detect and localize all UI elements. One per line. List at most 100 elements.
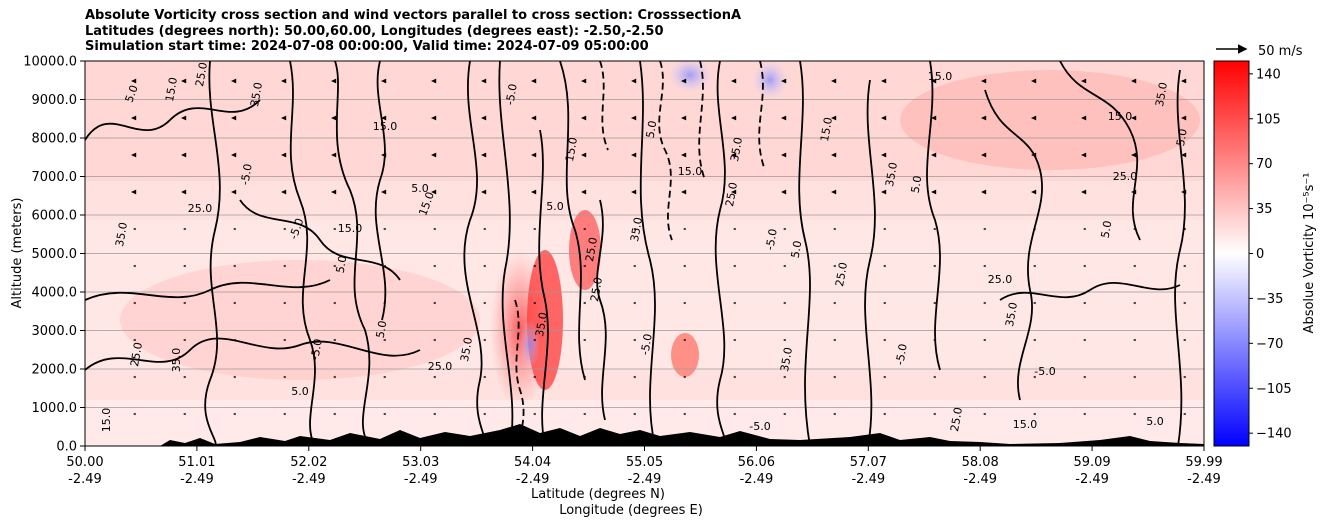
- contour-label: -5.0: [1173, 128, 1190, 151]
- wind-vector: [1083, 412, 1086, 416]
- wind-vector: [683, 412, 686, 416]
- colorbar-tick-label: 35: [1256, 202, 1273, 217]
- wind-vector: [933, 412, 936, 416]
- wind-vector: [833, 375, 836, 379]
- wind-vector: [133, 412, 136, 416]
- wind-vector: [383, 227, 386, 231]
- wind-vector: [381, 78, 387, 84]
- x-tick-label-lat: 57.07: [850, 455, 887, 470]
- quiver-key: 50 m/s: [1216, 44, 1303, 59]
- contour-label: 15.0: [928, 70, 953, 83]
- contour-lines: [85, 61, 1186, 446]
- x-tick-label-lat: 51.01: [178, 455, 215, 470]
- wind-vector: [183, 412, 186, 416]
- wind-vector: [383, 412, 386, 416]
- colorbar-tick-label: −105: [1256, 382, 1292, 397]
- wind-vector: [733, 227, 736, 231]
- wind-vector: [481, 189, 487, 195]
- wind-vector: [781, 78, 787, 84]
- wind-vector: [1131, 152, 1137, 158]
- x-tick-label-lat: 53.03: [402, 455, 439, 470]
- x-tick-label-lat: 59.09: [1073, 455, 1110, 470]
- wind-vector: [133, 301, 136, 305]
- colorbar-ticks: 140 105 70 35 0 −35 −70 −105 −140: [1249, 67, 1292, 442]
- x-tick-label-lon: -2.49: [516, 472, 550, 487]
- wind-vector: [533, 412, 536, 416]
- wind-vector: [1181, 189, 1187, 195]
- wind-vector: [1033, 264, 1036, 268]
- wind-vector: [431, 115, 437, 121]
- wind-vector: [683, 338, 686, 342]
- wind-vector: [431, 152, 437, 158]
- wind-vector: [883, 412, 886, 416]
- wind-vector: [483, 301, 486, 305]
- wind-vector: [981, 115, 987, 121]
- wind-vector: [333, 338, 336, 342]
- wind-vector: [733, 264, 736, 268]
- wind-vector: [483, 412, 486, 416]
- wind-vector: [231, 189, 237, 195]
- wind-vector: [833, 227, 836, 231]
- wind-vector: [733, 301, 736, 305]
- wind-vector: [383, 264, 386, 268]
- contour-label: 15.0: [818, 116, 835, 142]
- contour-label: 5.0: [374, 320, 390, 339]
- wind-vector: [383, 338, 386, 342]
- x-tick-label-lat: 55.05: [626, 455, 663, 470]
- wind-vector: [1133, 375, 1136, 379]
- wind-vector: [1133, 338, 1136, 342]
- wind-vector: [531, 78, 537, 84]
- wind-vector: [681, 115, 687, 121]
- contour-label: 35.0: [728, 136, 745, 162]
- wind-vector: [683, 301, 686, 305]
- contour-label: 15.0: [163, 76, 180, 102]
- contour-label: 15.0: [338, 222, 363, 235]
- wind-vector: [231, 78, 237, 84]
- terrain: [160, 424, 1204, 446]
- wind-vector: [381, 152, 387, 158]
- wind-vector: [1183, 412, 1186, 416]
- x-tick-label-lat: 50.00: [66, 455, 103, 470]
- contour-label: 5.0: [411, 182, 429, 195]
- wind-vector: [1083, 301, 1086, 305]
- wind-vector: [331, 78, 337, 84]
- x-tick-label-lat: 58.08: [962, 455, 999, 470]
- x-tick-label-lat: 56.06: [738, 455, 775, 470]
- wind-vector: [233, 412, 236, 416]
- wind-vector: [931, 115, 937, 121]
- wind-vector: [1133, 301, 1136, 305]
- title-line-1: Absolute Vorticity cross section and win…: [85, 8, 742, 23]
- wind-vector: [583, 338, 586, 342]
- y-tick-label: 1000.0: [32, 401, 78, 416]
- wind-vector: [533, 227, 536, 231]
- wind-vector: [333, 227, 336, 231]
- wind-vector: [331, 115, 337, 121]
- wind-vector: [583, 227, 586, 231]
- wind-vector: [883, 338, 886, 342]
- contour-label: 25.0: [988, 273, 1013, 286]
- y-tick-label: 4000.0: [32, 286, 78, 301]
- contour-label: 25.0: [588, 276, 605, 302]
- colorbar: 140 105 70 35 0 −35 −70 −105 −140 Absolue Vortic…: [1213, 60, 1317, 447]
- wind-vector: [681, 189, 687, 195]
- wind-vector: [1133, 227, 1136, 231]
- wind-vector: [1131, 78, 1137, 84]
- contour-label: -5.0: [503, 83, 520, 106]
- wind-vector: [1131, 115, 1137, 121]
- contour-label: -5.0: [893, 343, 910, 366]
- contour-label: 35.0: [628, 216, 645, 242]
- wind-vector: [233, 301, 236, 305]
- x-tick-label-lon: -2.49: [292, 472, 326, 487]
- contour-label: 15.0: [678, 165, 703, 178]
- contour-label: 35.0: [170, 348, 183, 373]
- wind-vector: [983, 338, 986, 342]
- wind-vector: [133, 375, 136, 379]
- wind-vector: [1033, 375, 1036, 379]
- y-tick-label: 9000.0: [32, 93, 78, 108]
- wind-vector: [1183, 375, 1186, 379]
- wind-vector: [833, 412, 836, 416]
- y-axis: 0.0 1000.0 2000.0 3000.0 4000.0 5000.0 6000.0 7…: [23, 55, 85, 455]
- colorbar-tick-label: −140: [1256, 427, 1292, 442]
- wind-vector: [533, 338, 536, 342]
- wind-vector: [231, 115, 237, 121]
